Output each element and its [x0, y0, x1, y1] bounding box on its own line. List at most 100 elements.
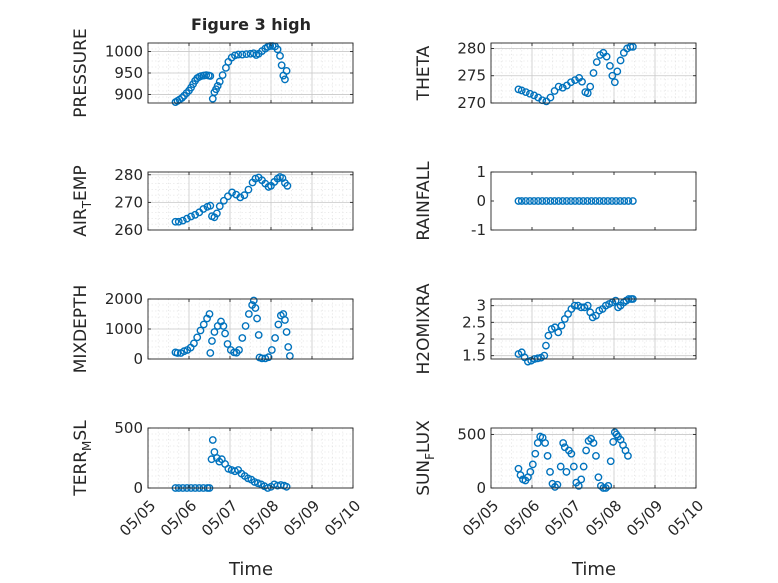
data-point [582, 446, 591, 455]
data-point [567, 197, 575, 205]
data-point [569, 462, 578, 471]
data-point [616, 56, 625, 65]
data-point [190, 339, 198, 348]
data-point [579, 197, 588, 205]
xlabel-left: Time [228, 559, 273, 580]
subplot-4: -1 0 1 RAINFALL [414, 161, 697, 241]
axes-box [490, 42, 697, 104]
data-point [579, 462, 588, 471]
data-point [282, 482, 291, 491]
data-point [616, 197, 625, 205]
y-tick-label: 0 [476, 192, 486, 210]
y-axis-label: THETA [414, 45, 434, 101]
data-point [550, 197, 559, 205]
data-point [554, 328, 563, 337]
data-point [592, 58, 601, 66]
data-point [543, 451, 552, 460]
data-point [574, 481, 583, 490]
data-point [196, 326, 205, 335]
data-point [241, 322, 250, 330]
data-point [206, 349, 215, 357]
data-point [240, 191, 249, 200]
data-point [207, 455, 216, 464]
subplot-1: 900 950 1000 PRESSURE [71, 28, 354, 118]
data-point [514, 197, 523, 205]
data-point [589, 439, 598, 447]
x-tick-label: 05/09 [623, 497, 666, 540]
data-point [604, 481, 613, 490]
data-point [249, 296, 258, 305]
data-point [541, 439, 550, 447]
data-point [199, 320, 208, 329]
data-point [224, 192, 232, 201]
data-point [208, 337, 216, 345]
data-point [271, 334, 279, 342]
y-axis-label: RAINFALL [414, 161, 434, 241]
data-point [277, 61, 286, 70]
y-axis-label: MIXDEPTH [71, 285, 91, 374]
data-point [264, 353, 273, 362]
data-point [178, 216, 187, 225]
y-tick-label: 270 [114, 193, 143, 211]
y-tick-label: -1 [471, 221, 486, 239]
x-tick-label: 05/07 [198, 497, 241, 540]
y-tick-label: 3 [476, 297, 486, 315]
data-point [611, 296, 620, 305]
data-point [562, 197, 571, 205]
data-point [609, 438, 618, 446]
data-point [624, 197, 633, 205]
data-point [628, 42, 637, 51]
data-point [583, 301, 592, 310]
data-point [628, 197, 637, 205]
y-tick-label: 950 [114, 64, 143, 82]
data-point [284, 343, 293, 351]
data-point [595, 197, 604, 205]
data-point [219, 196, 228, 205]
data-point [223, 340, 232, 348]
data-point [606, 62, 614, 70]
data-point [283, 181, 292, 190]
data-point [517, 86, 526, 95]
data-point [592, 451, 600, 460]
subplot-2: 270 275 280 THETA [414, 39, 697, 112]
data-point [215, 202, 224, 211]
data-point [594, 473, 603, 482]
data-point [199, 205, 208, 213]
data-point [577, 475, 586, 484]
data-point [187, 212, 195, 221]
x-tick-label: 05/08 [239, 497, 282, 540]
data-point [521, 197, 530, 205]
data-point [591, 197, 600, 205]
data-point [606, 457, 615, 466]
data-point [534, 197, 543, 205]
data-point [244, 310, 253, 318]
data-point [626, 42, 635, 51]
data-point [178, 93, 186, 102]
data-point [183, 214, 191, 223]
data-point [210, 328, 219, 336]
y-tick-label: 1 [476, 163, 486, 181]
subplot-5: 0 1000 2000 MIXDEPTH [71, 285, 354, 374]
y-tick-label: 900 [114, 85, 143, 103]
y-tick-label: 280 [114, 166, 143, 184]
data-point [526, 197, 534, 205]
data-point [517, 197, 526, 205]
data-point [546, 197, 555, 205]
x-tick-label: 05/07 [541, 497, 584, 540]
data-point [589, 69, 598, 77]
data-point [236, 193, 245, 202]
data-point [528, 460, 537, 469]
y-tick-label: 275 [457, 67, 486, 85]
y-axis-label: H2OMIXRA [414, 283, 434, 374]
y-axis-label: AIRTEMP [71, 165, 94, 236]
data-point [602, 52, 611, 61]
data-point [571, 76, 579, 84]
y-tick-label: 0 [476, 479, 486, 497]
data-point [608, 71, 617, 80]
x-tick-label: 05/10 [321, 497, 364, 540]
data-point [208, 436, 217, 444]
data-point [583, 89, 592, 98]
data-point [542, 197, 551, 205]
